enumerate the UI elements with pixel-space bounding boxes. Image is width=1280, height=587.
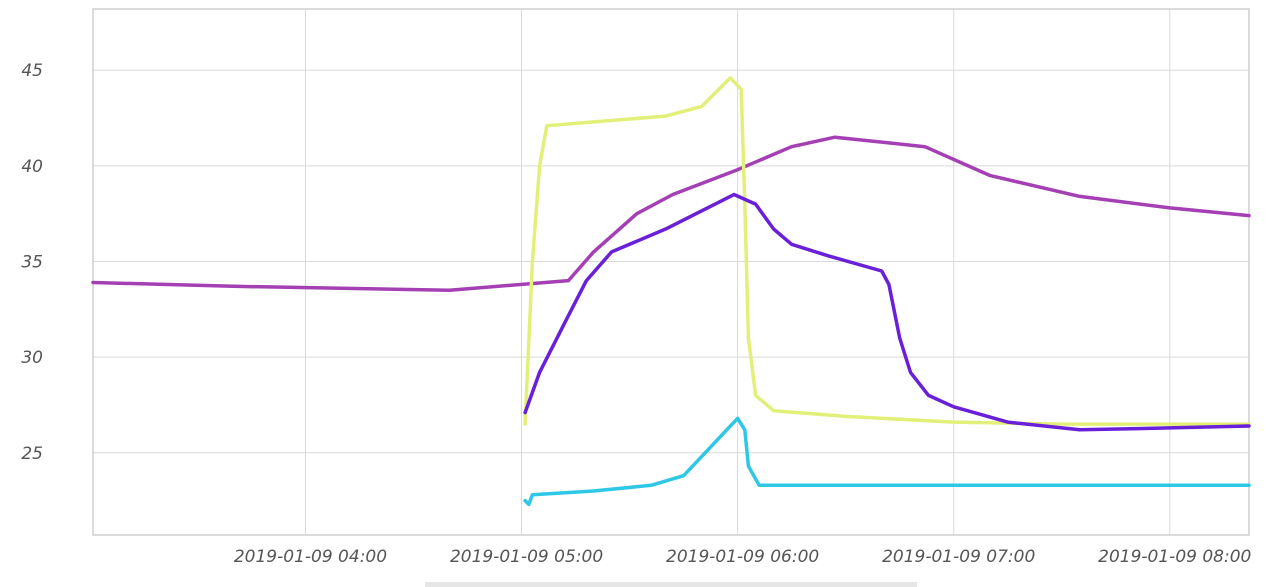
grid bbox=[93, 9, 1249, 535]
y-tick-label: 25 bbox=[21, 444, 43, 464]
series-line-1 bbox=[91, 135, 1251, 292]
scrollbar[interactable] bbox=[425, 582, 917, 587]
y-tick-label: 40 bbox=[21, 157, 43, 177]
y-tick-label: 30 bbox=[21, 348, 43, 368]
x-tick-label: 2019-01-09 04:00 bbox=[234, 547, 387, 567]
y-tick-label: 45 bbox=[21, 61, 43, 81]
y-tick-label: 35 bbox=[21, 252, 43, 272]
series-line-3 bbox=[523, 192, 1251, 432]
x-tick-label: 2019-01-09 08:00 bbox=[1098, 547, 1251, 567]
y-axis-tick-labels: 25 30 35 40 45 bbox=[21, 61, 43, 464]
series-line-4 bbox=[523, 416, 1251, 507]
series-line-2 bbox=[523, 76, 1251, 426]
series-layer bbox=[91, 76, 1251, 507]
x-tick-label: 2019-01-09 05:00 bbox=[450, 547, 603, 567]
x-tick-label: 2019-01-09 06:00 bbox=[666, 547, 819, 567]
plot-frame bbox=[92, 8, 1250, 536]
x-tick-label: 2019-01-09 07:00 bbox=[882, 547, 1035, 567]
x-axis-tick-labels: 2019-01-09 04:00 2019-01-09 05:00 2019-01-… bbox=[234, 547, 1252, 567]
